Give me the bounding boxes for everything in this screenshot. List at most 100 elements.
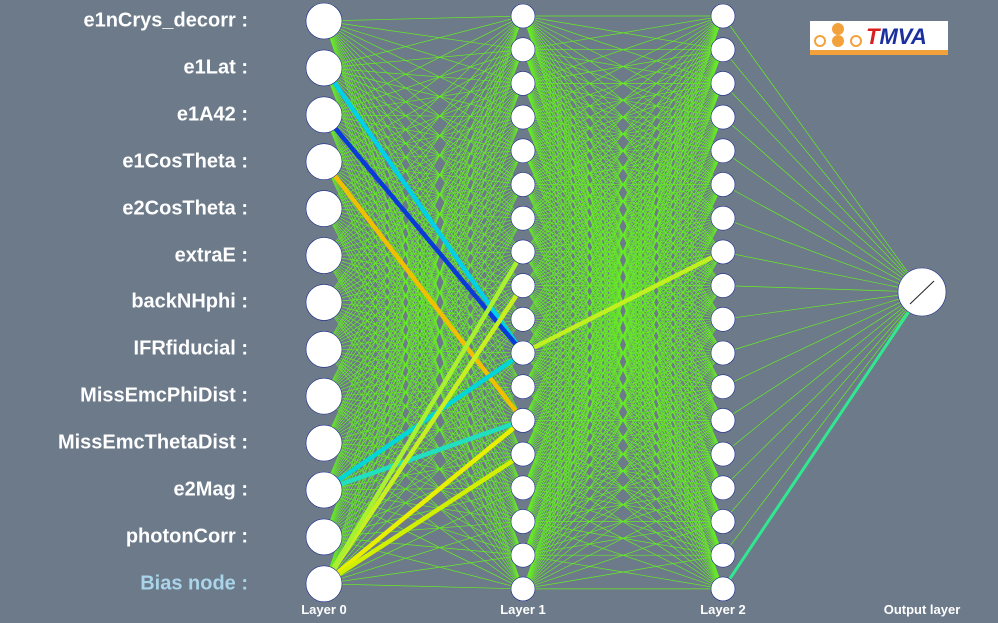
connection-line: [522, 386, 724, 590]
connection-line: [522, 49, 724, 590]
connection-line: [522, 285, 724, 590]
connection-line: [323, 67, 524, 84]
connection-line: [323, 83, 524, 303]
connection-line: [323, 184, 524, 256]
connection-line: [323, 150, 524, 397]
connection-line: [323, 20, 524, 219]
connection-line: [722, 285, 923, 293]
input-variable-label: MissEmcThetaDist :: [57, 431, 248, 454]
connection-line: [323, 114, 524, 219]
connection-line: [323, 150, 524, 350]
connection-line: [323, 15, 524, 538]
connection-line: [323, 15, 524, 256]
connection-line: [522, 83, 724, 590]
connection-line: [522, 15, 724, 51]
connection-line: [722, 291, 923, 354]
tmva-logo: TMVA: [810, 21, 948, 55]
node-layer-1: [510, 37, 536, 63]
strong-connection-line: [322, 113, 525, 355]
connection-line: [323, 184, 524, 350]
node-layer-1: [510, 138, 536, 164]
connection-line: [323, 487, 524, 585]
connection-line: [323, 184, 524, 491]
connection-line: [722, 291, 923, 455]
connection-line: [323, 583, 524, 590]
input-variable-label: IFRfiducial :: [133, 337, 248, 360]
node-layer-0: [305, 96, 343, 134]
node-layer-0: [305, 190, 343, 227]
connection-line: [323, 67, 524, 185]
connection-line: [722, 184, 923, 293]
node-layer-0: [305, 284, 343, 321]
connection-line: [323, 150, 524, 584]
node-layer-1: [510, 205, 536, 231]
node-layer-1: [510, 104, 536, 130]
connection-line: [522, 15, 724, 320]
connection-line: [323, 217, 524, 303]
node-layer-1: [510, 408, 536, 433]
connection-line: [722, 251, 923, 293]
node-layer-0: [305, 424, 343, 462]
connection-line: [522, 15, 724, 84]
logo-text: TMVA: [866, 24, 927, 50]
node-layer-0: [305, 565, 343, 603]
connection-line: [323, 15, 524, 584]
node-layer-1: [510, 172, 536, 197]
connection-line: [323, 150, 524, 491]
connection-line: [323, 116, 524, 491]
connection-line: [323, 83, 524, 163]
node-layer-1: [510, 509, 536, 534]
logo-text-rest: MVA: [879, 24, 927, 49]
connection-line: [323, 218, 524, 584]
connection-line: [323, 184, 524, 584]
connection-line: [323, 521, 524, 585]
connection-line: [522, 15, 724, 152]
connection-line: [323, 217, 524, 397]
connection-line: [323, 20, 524, 185]
logo-mark-icon: [814, 23, 862, 51]
strong-connection-line: [322, 452, 525, 586]
connection-line: [323, 83, 524, 584]
node-layer-0: [305, 377, 343, 415]
connection-line: [323, 150, 524, 538]
connection-line: [323, 49, 524, 209]
connection-line: [323, 49, 524, 444]
node-layer-2: [710, 374, 736, 400]
connection-line: [522, 251, 724, 590]
connection-line: [323, 15, 524, 162]
strong-connection-line: [322, 418, 525, 586]
node-layer-1: [510, 3, 536, 29]
connection-line: [323, 15, 524, 491]
connection-line: [323, 49, 524, 256]
connection-line: [323, 49, 524, 69]
connection-line: [323, 15, 524, 350]
connection-line: [323, 15, 524, 209]
connection-line: [323, 184, 524, 444]
connection-line: [323, 83, 524, 538]
connection-line: [323, 83, 524, 209]
connection-line: [323, 49, 524, 584]
connection-line: [323, 184, 524, 303]
connection-line: [522, 15, 724, 118]
connection-line: [722, 15, 923, 293]
connection-line: [323, 15, 524, 22]
node-layer-2: [710, 441, 736, 467]
bias-node-label: Bias node :: [140, 572, 248, 595]
connection-line: [323, 114, 524, 152]
node-layer-0: [305, 49, 343, 87]
connection-line: [522, 319, 724, 590]
connection-line: [522, 15, 724, 556]
node-layer-2: [710, 340, 736, 366]
node-layer-2: [710, 71, 736, 96]
connection-line: [323, 150, 524, 256]
connection-line: [323, 116, 524, 444]
node-layer-0: [305, 237, 343, 274]
connection-line: [323, 217, 524, 350]
connection-line: [722, 291, 923, 421]
connection-line: [323, 83, 524, 491]
connection-line: [522, 352, 724, 590]
connection-line: [323, 116, 524, 584]
connection-line: [323, 67, 524, 118]
